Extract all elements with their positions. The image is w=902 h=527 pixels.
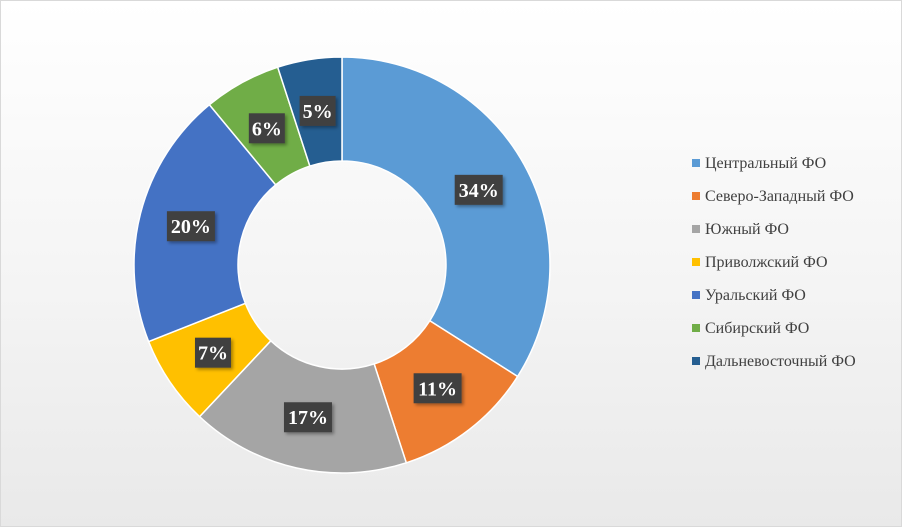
data-label-3: 17% — [283, 402, 332, 433]
legend-label: Дальневосточный ФО — [705, 353, 856, 370]
data-label-2: 11% — [413, 373, 462, 404]
donut-slices — [133, 56, 551, 474]
data-label-text: 6% — [252, 118, 282, 140]
legend-item: Приволжский ФО — [687, 246, 892, 279]
legend-item: Северо-Западный ФО — [687, 180, 892, 213]
donut-slice-1 — [341, 56, 551, 378]
legend-label: Уральский ФО — [705, 287, 806, 304]
legend-item: Южный ФО — [687, 213, 892, 246]
legend-swatch — [692, 192, 700, 200]
chart-legend: Центральный ФО Северо-Западный ФО Южный ФО… — [687, 147, 892, 378]
data-label-4: 7% — [194, 337, 231, 368]
legend-item: Сибирский ФО — [687, 312, 892, 345]
data-label-7: 5% — [299, 95, 336, 126]
legend-item: Центральный ФО — [687, 147, 892, 180]
data-label-text: 7% — [198, 343, 228, 365]
legend-swatch — [692, 258, 700, 266]
data-label-5: 20% — [166, 211, 215, 242]
data-label-6: 6% — [248, 113, 285, 144]
data-label-text: 34% — [459, 180, 499, 202]
data-labels: 34% 11% 17% 7% 20% 6% 5% — [166, 95, 503, 433]
legend-label: Сибирский ФО — [705, 320, 810, 337]
legend-swatch — [692, 291, 700, 299]
legend-swatch — [692, 357, 700, 365]
data-label-text: 17% — [288, 407, 328, 429]
legend-label: Южный ФО — [705, 221, 789, 238]
legend-label: Северо-Западный ФО — [705, 188, 854, 205]
legend-swatch — [692, 324, 700, 332]
legend-swatch — [692, 159, 700, 167]
legend-swatch — [692, 225, 700, 233]
data-label-text: 20% — [171, 216, 211, 238]
data-label-1: 34% — [454, 174, 503, 205]
legend-item: Дальневосточный ФО — [687, 345, 892, 378]
data-label-text: 11% — [418, 378, 457, 400]
legend-label: Приволжский ФО — [705, 254, 828, 271]
data-label-text: 5% — [303, 101, 333, 123]
legend-label: Центральный ФО — [705, 155, 827, 172]
legend-item: Уральский ФО — [687, 279, 892, 312]
